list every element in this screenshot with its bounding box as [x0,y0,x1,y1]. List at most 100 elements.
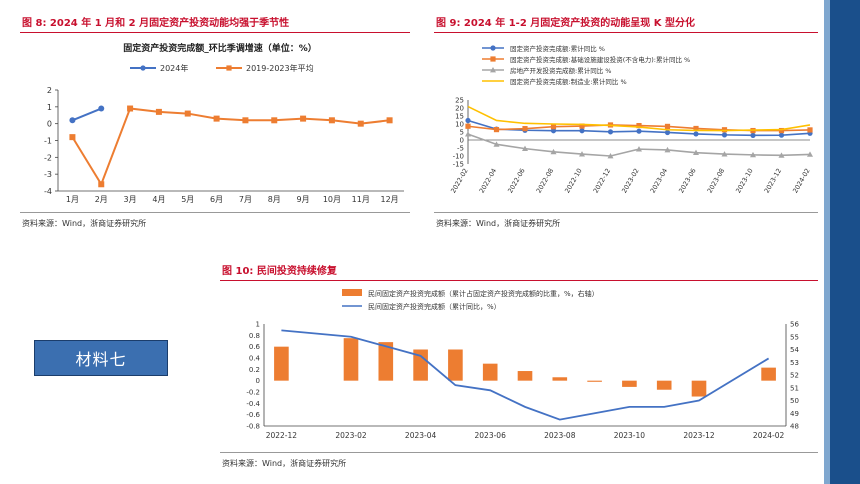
fig9-x-tick-label: 2023-12 [763,167,784,195]
fig8-point [98,181,105,188]
fig8-y-tick-label: 1 [47,103,52,112]
fig8-x-tick-label: 2月 [95,195,108,204]
fig8-x-tick-label: 7月 [239,195,252,204]
fig10-x-tick-label: 2022-12 [266,431,298,440]
fig8-x-tick-label: 11月 [352,195,370,204]
fig10-x-tick-label: 2023-10 [614,431,646,440]
fig9-title: 图 9: 2024 年 1-2 月固定资产投资的动能呈现 K 型分化 [436,18,695,29]
fig10-right-tick-label: 50 [790,397,799,405]
fig9-x-tick-label: 2023-04 [649,167,670,195]
fig9-point [465,123,471,129]
fig8-rule [20,32,410,33]
fig10-left-tick-label: -0.8 [246,423,260,431]
fig10-right-tick-label: 55 [790,333,799,341]
fig9-point [664,129,671,136]
fig10-right-tick-label: 49 [790,410,799,418]
fig8-x-tick-label: 12月 [380,195,398,204]
fig10-bar [656,380,672,390]
fig9-legend-label-0: 固定资产投资完成额:累计同比 % [510,44,605,53]
fig9-y-tick-label: 0 [460,137,464,145]
fig9-y-tick-label: 20 [455,105,464,113]
fig9-source: 资料来源：Wind，浙商证券研究所 [436,219,561,228]
fig10-x-tick-label: 2023-12 [683,431,715,440]
fig9-y-tick-label: 15 [455,113,464,121]
fig8-point [386,117,393,124]
fig9-point [550,148,557,155]
fig10-bar [378,342,394,381]
fig9-source-rule [434,212,818,213]
fig8-legend-marker-0 [140,65,146,71]
fig10-legend-line-label: 民间固定资产投资完成额（累计同比，%） [368,302,501,311]
fig9-point [664,146,671,153]
fig10-left-tick-label: -0.6 [246,411,260,419]
fig10-legend-bar-swatch [342,289,362,296]
fig10-right-tick-label: 52 [790,372,799,380]
fig9-point [721,151,728,157]
fig10-bar [448,349,463,381]
fig10-bar [622,380,637,387]
fig8-y-tick-label: -1 [44,137,52,146]
fig9-x-tick-label: 2022-02 [449,167,470,195]
fig10-left-tick-label: 0 [256,377,260,385]
fig9-point [636,128,642,134]
fig10-bar [517,371,533,381]
fig9-y-tick-label: -5 [457,145,464,153]
fig10-chart: 民间固定资产投资完成额（累计占固定资产投资完成额的比重，%，右轴） 民间固定资产投… [246,289,799,440]
fig8-x-tick-label: 8月 [268,195,281,204]
fig10-left-tick-label: -0.4 [246,400,260,408]
fig8-source-rule [20,212,410,213]
fig8-y-tick-label: -4 [44,187,52,196]
sidebar-accent [824,0,830,484]
fig9-point [693,125,699,132]
fig9-point [465,117,471,124]
fig10-source: 资料来源：Wind，浙商证券研究所 [222,459,347,468]
fig9-legend-marker-1 [490,56,496,62]
fig9-point [607,153,614,159]
fig10-legend-bar-label: 民间固定资产投资完成额（累计占固定资产投资完成额的比重，%，右轴） [368,289,599,298]
fig8-legend-label-1: 2019-2023年平均 [246,63,314,73]
fig8-y-tick-label: 2 [47,86,52,95]
fig10-right-tick-label: 56 [790,321,799,329]
fig10-right-tick-label: 48 [790,423,799,431]
sidebar-band [830,0,860,484]
fig10-left-tick-label: -0.2 [246,389,260,397]
fig9-legend-label-2: 房地产开发投资完成额:累计同比 % [510,66,611,75]
fig9-x-tick-label: 2022-06 [506,167,527,195]
fig10-bar [274,346,289,381]
fig10-left-tick-label: 0.8 [249,332,260,340]
fig9-legend-marker-0 [490,45,496,51]
fig10-x-tick-label: 2023-04 [405,431,437,440]
fig8-point [69,134,76,141]
fig8-point [328,117,335,124]
fig9-y-tick-label: 5 [460,129,464,137]
fig10-bar [343,338,359,381]
fig8-x-tick-label: 5月 [181,195,194,204]
fig9-point [778,132,785,138]
fig10-right-tick-label: 51 [790,384,799,392]
fig9-point [579,151,585,157]
fig9-point [693,149,699,156]
fig9-x-tick-label: 2022-12 [592,167,613,195]
fig9-y-tick-label: -15 [453,161,464,169]
fig10-source-rule [220,452,818,453]
fig10-right-tick-label: 54 [790,346,799,354]
fig8-chart: 固定资产投资完成额_环比季调增速（单位：%） 2024年 2019-2023年平均… [44,42,404,204]
fig9-point [579,128,585,134]
fig9-point [522,145,528,152]
fig9-point [664,123,671,129]
fig8-y-tick-label: 0 [47,120,52,129]
fig8-y-tick-label: -3 [44,170,52,179]
fig9-point [807,151,813,157]
fig9-legend-label-1: 固定资产投资完成额:基础设施建设投资(不含电力):累计同比 % [510,55,690,64]
fig10-bar [587,380,602,382]
fig9-point [465,131,471,137]
fig10-left-tick-label: 1 [256,321,260,329]
fig8-x-tick-label: 6月 [210,195,223,204]
fig10-line [281,329,770,421]
fig8-x-tick-label: 10月 [323,195,341,204]
fig8-point [271,117,278,124]
fig10-title: 图 10: 民间投资持续修复 [222,266,337,277]
fig10-bar [552,377,568,381]
fig8-x-tick-label: 1月 [66,195,79,204]
fig10-left-tick-label: 0.6 [249,343,261,351]
